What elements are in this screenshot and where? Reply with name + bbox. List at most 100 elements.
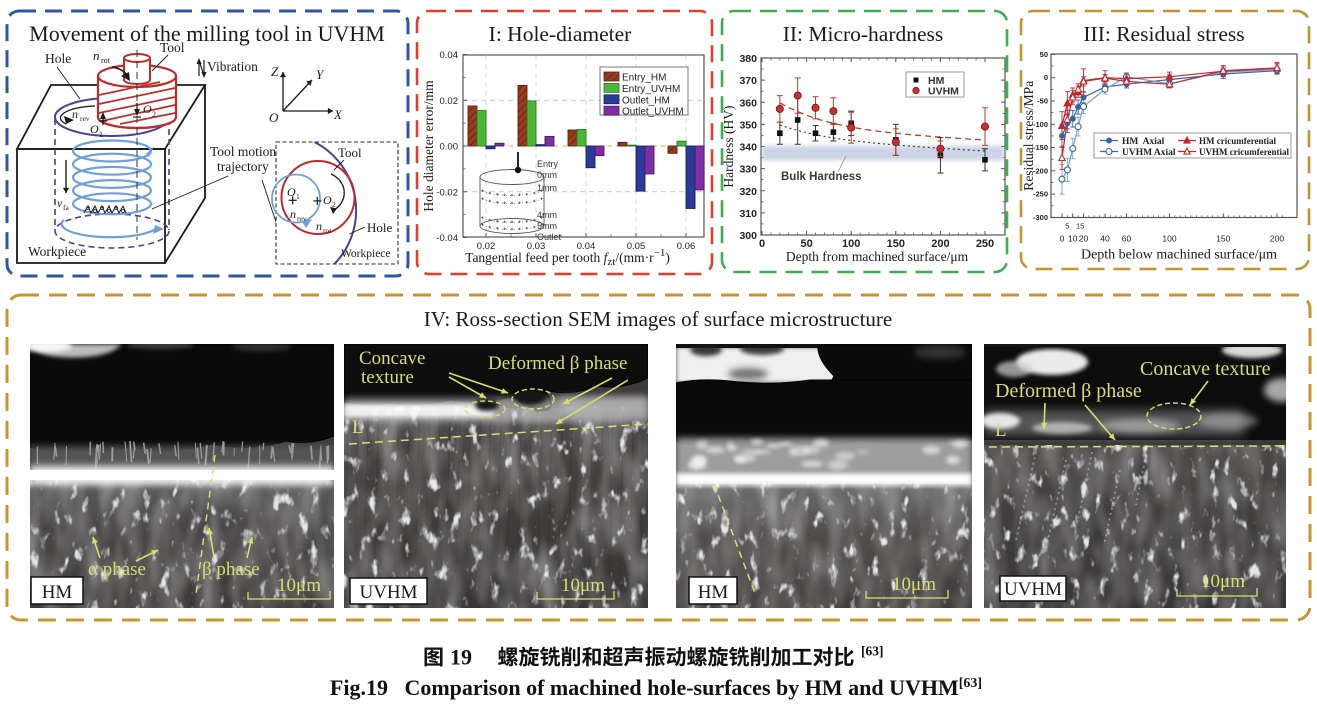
svg-text:200: 200 bbox=[1270, 234, 1284, 244]
svg-text:Deformed β phase: Deformed β phase bbox=[995, 380, 1142, 402]
svg-text:330: 330 bbox=[739, 164, 757, 176]
svg-text:10μm: 10μm bbox=[561, 575, 605, 596]
svg-text:rot: rot bbox=[101, 56, 111, 65]
svg-text:UVHM cricumferential: UVHM cricumferential bbox=[1199, 147, 1290, 157]
svg-text:Bulk Hardness: Bulk Hardness bbox=[781, 171, 862, 183]
svg-text:IV: Ross-section SEM images of: IV: Ross-section SEM images of surface m… bbox=[424, 307, 893, 331]
svg-text:n: n bbox=[93, 48, 100, 63]
svg-text:Vibration: Vibration bbox=[207, 59, 258, 74]
svg-text:Z: Z bbox=[271, 64, 279, 79]
svg-text:Hole diameter error/mm: Hole diameter error/mm bbox=[421, 80, 436, 212]
svg-text:rot: rot bbox=[323, 226, 332, 235]
svg-text:HM: HM bbox=[698, 582, 729, 603]
svg-text:Entry_UVHM: Entry_UVHM bbox=[622, 84, 680, 95]
svg-text:5: 5 bbox=[1065, 222, 1069, 231]
svg-text:texture: texture bbox=[361, 367, 414, 388]
svg-text:L: L bbox=[995, 420, 1007, 441]
svg-text:-200: -200 bbox=[1033, 166, 1048, 175]
svg-text:Tool: Tool bbox=[338, 145, 362, 160]
svg-text:Concave: Concave bbox=[359, 348, 425, 369]
svg-text:v: v bbox=[57, 196, 63, 210]
svg-text:-150: -150 bbox=[1033, 143, 1048, 152]
svg-text:n: n bbox=[72, 107, 78, 121]
svg-text:Movement of the milling tool i: Movement of the milling tool in UVHM bbox=[29, 21, 385, 46]
svg-text:0: 0 bbox=[759, 238, 765, 250]
svg-text:-0.02: -0.02 bbox=[436, 187, 458, 198]
svg-text:I: Hole-diameter: I: Hole-diameter bbox=[489, 22, 632, 46]
svg-text:O: O bbox=[90, 122, 99, 136]
svg-text:O: O bbox=[323, 193, 332, 207]
svg-text:300: 300 bbox=[739, 230, 757, 242]
svg-text:10μm: 10μm bbox=[892, 574, 936, 595]
svg-text:Workpiece: Workpiece bbox=[341, 248, 391, 260]
svg-text:310: 310 bbox=[739, 208, 757, 220]
svg-text:L: L bbox=[352, 417, 364, 438]
svg-text:50: 50 bbox=[1040, 50, 1048, 59]
svg-text:Residual stress/MPa: Residual stress/MPa bbox=[1021, 81, 1036, 191]
svg-text:0mm: 0mm bbox=[537, 170, 557, 180]
svg-text:2: 2 bbox=[152, 110, 156, 119]
svg-text:60: 60 bbox=[1122, 234, 1132, 244]
svg-text:0.05: 0.05 bbox=[627, 241, 646, 252]
svg-text:UVHM: UVHM bbox=[359, 582, 417, 603]
svg-text:370: 370 bbox=[739, 75, 757, 87]
svg-text:Outlet: Outlet bbox=[537, 232, 562, 242]
svg-text:250: 250 bbox=[976, 238, 994, 250]
svg-text:Entry_HM: Entry_HM bbox=[622, 73, 666, 84]
svg-text:Tangential feed per tooth fzt/: Tangential feed per tooth fzt/(mm·r−1) bbox=[465, 247, 670, 268]
svg-text:II: Micro-hardness: II: Micro-hardness bbox=[783, 22, 944, 46]
svg-text:340: 340 bbox=[739, 142, 757, 154]
svg-text:0.03: 0.03 bbox=[527, 241, 546, 252]
svg-text:19: 19 bbox=[450, 645, 472, 670]
svg-text:HM Axial: HM Axial bbox=[1122, 137, 1165, 147]
svg-text:2: 2 bbox=[332, 200, 336, 209]
svg-text:O: O bbox=[143, 102, 152, 116]
svg-text:350: 350 bbox=[739, 119, 757, 131]
svg-text:UVHM: UVHM bbox=[928, 86, 959, 98]
svg-text:Outlet_HM: Outlet_HM bbox=[622, 95, 670, 106]
svg-text:Depth below machined surface/μ: Depth below machined surface/μm bbox=[1081, 248, 1277, 263]
svg-text:X: X bbox=[333, 107, 343, 122]
svg-text:Depth from machined surface/μm: Depth from machined surface/μm bbox=[786, 249, 969, 264]
svg-text:1: 1 bbox=[296, 192, 300, 201]
svg-text:-100: -100 bbox=[1033, 120, 1048, 129]
svg-text:10: 10 bbox=[1068, 234, 1078, 244]
svg-text:Deformed β phase: Deformed β phase bbox=[488, 353, 627, 374]
svg-text:UVHM Axial: UVHM Axial bbox=[1122, 148, 1176, 158]
svg-text:trajectory: trajectory bbox=[217, 159, 269, 174]
svg-text:Hole: Hole bbox=[367, 220, 393, 235]
svg-text:Workpiece: Workpiece bbox=[28, 244, 86, 259]
svg-text:Hardness (HV): Hardness (HV) bbox=[721, 105, 736, 187]
svg-text:-0.04: -0.04 bbox=[436, 233, 458, 244]
svg-text:Tool: Tool bbox=[160, 40, 185, 55]
svg-text:5mm: 5mm bbox=[537, 221, 557, 231]
svg-text:O: O bbox=[269, 110, 279, 125]
svg-text:Hole: Hole bbox=[45, 51, 71, 66]
svg-text:UVHM: UVHM bbox=[1004, 579, 1062, 600]
svg-text:15: 15 bbox=[1076, 222, 1084, 231]
svg-text:HM cricumferential: HM cricumferential bbox=[1199, 136, 1277, 146]
svg-text:Y: Y bbox=[316, 67, 325, 82]
svg-text:0.06: 0.06 bbox=[677, 241, 696, 252]
svg-text:Outlet_UVHM: Outlet_UVHM bbox=[622, 107, 684, 118]
svg-text:-250: -250 bbox=[1033, 190, 1048, 199]
svg-text:100: 100 bbox=[1162, 234, 1176, 244]
svg-text:0.02: 0.02 bbox=[440, 96, 459, 107]
svg-text:360: 360 bbox=[739, 97, 757, 109]
svg-text:rev: rev bbox=[80, 114, 90, 123]
svg-text:1mm: 1mm bbox=[537, 183, 557, 193]
svg-text:Fig.19 Comparison of machine: Fig.19 Comparison of machined hole-surfa… bbox=[330, 675, 982, 700]
svg-text:150: 150 bbox=[1216, 234, 1230, 244]
svg-text:-50: -50 bbox=[1037, 96, 1048, 105]
svg-text:Entry: Entry bbox=[537, 159, 559, 169]
svg-text:0: 0 bbox=[1060, 234, 1065, 244]
svg-text:-300: -300 bbox=[1033, 213, 1048, 222]
svg-text:20: 20 bbox=[1079, 234, 1089, 244]
svg-text:n: n bbox=[316, 219, 322, 233]
svg-text:0.04: 0.04 bbox=[440, 50, 459, 61]
svg-text:Concave texture: Concave texture bbox=[1140, 358, 1271, 380]
svg-text:rev: rev bbox=[297, 214, 307, 223]
svg-text:III: Residual stress: III: Residual stress bbox=[1083, 22, 1244, 46]
svg-text:380: 380 bbox=[739, 53, 757, 65]
svg-text:β phase: β phase bbox=[202, 559, 260, 580]
